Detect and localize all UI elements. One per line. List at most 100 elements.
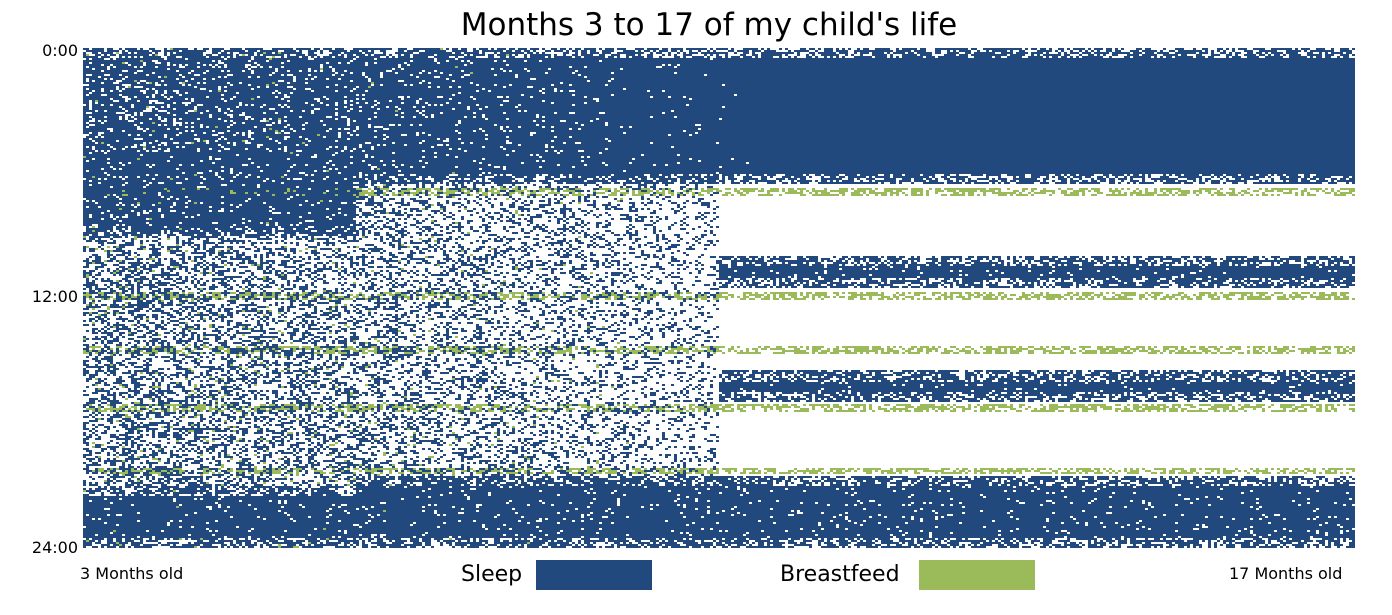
sleep-cell xyxy=(266,446,270,450)
sleep-cell xyxy=(131,310,135,316)
sleep-cell xyxy=(86,416,90,418)
sleep-cell xyxy=(230,174,234,180)
sleep-cell xyxy=(311,424,315,426)
sleep-cell xyxy=(344,354,348,356)
sleep-cell xyxy=(335,338,339,340)
sleep-cell xyxy=(224,422,228,424)
sleep-cell xyxy=(86,436,90,440)
sleep-cell xyxy=(167,474,171,484)
sleep-cell xyxy=(107,176,111,194)
sleep-cell xyxy=(194,48,198,74)
sleep-cell xyxy=(167,342,171,352)
sleep-cell xyxy=(149,248,153,250)
sleep-cell xyxy=(119,54,123,74)
sleep-cell xyxy=(356,464,360,466)
sleep-cell xyxy=(104,460,108,464)
sleep-cell xyxy=(275,114,279,130)
sleep-cell xyxy=(257,266,261,270)
sleep-cell xyxy=(341,204,345,226)
sleep-cell xyxy=(266,236,270,240)
sleep-cell xyxy=(107,352,111,354)
sleep-cell xyxy=(128,262,132,264)
breastfeed-cell xyxy=(83,490,87,492)
sleep-cell xyxy=(269,270,273,274)
breastfeed-cell xyxy=(194,416,198,418)
sleep-cell xyxy=(161,302,165,308)
sleep-cell xyxy=(248,248,252,250)
breastfeed-cell xyxy=(332,324,336,326)
sleep-cell xyxy=(89,398,93,404)
breastfeed-cell xyxy=(356,404,360,410)
sleep-cell xyxy=(350,544,354,546)
sleep-cell xyxy=(248,336,252,338)
sleep-cell xyxy=(89,270,93,276)
sleep-cell xyxy=(254,440,258,448)
sleep-cell xyxy=(314,54,318,56)
sleep-cell xyxy=(149,120,153,134)
breastfeed-cell xyxy=(116,246,120,248)
sleep-cell xyxy=(263,122,267,128)
breastfeed-cell xyxy=(92,408,96,412)
sleep-cell xyxy=(203,386,207,388)
sleep-cell xyxy=(302,296,306,298)
sleep-cell xyxy=(266,292,270,296)
sleep-cell xyxy=(188,432,192,434)
sleep-cell xyxy=(122,312,126,314)
sleep-cell xyxy=(119,316,123,320)
sleep-cell xyxy=(218,366,222,370)
sleep-cell xyxy=(218,242,222,244)
sleep-cell xyxy=(146,332,150,334)
sleep-cell xyxy=(227,486,231,488)
sleep-cell xyxy=(206,410,210,412)
sleep-cell xyxy=(95,542,99,544)
sleep-cell xyxy=(146,258,150,260)
sleep-cell xyxy=(200,162,204,172)
sleep-cell xyxy=(86,96,90,112)
sleep-cell xyxy=(146,460,150,464)
sleep-cell xyxy=(350,226,354,236)
sleep-cell xyxy=(191,242,195,244)
sleep-cell xyxy=(263,438,267,440)
sleep-cell xyxy=(194,264,198,272)
sleep-cell xyxy=(218,252,222,256)
breastfeed-cell xyxy=(131,410,135,412)
sleep-cell xyxy=(224,382,228,384)
sleep-cell xyxy=(236,156,240,174)
sleep-cell xyxy=(125,112,129,114)
sleep-cell xyxy=(116,84,120,86)
sleep-cell xyxy=(155,274,159,276)
sleep-cell xyxy=(131,332,135,336)
sleep-cell xyxy=(215,244,219,248)
sleep-cell xyxy=(185,334,189,336)
sleep-cell xyxy=(239,474,243,476)
sleep-cell xyxy=(359,196,363,200)
sleep-cell xyxy=(140,408,144,410)
sleep-cell xyxy=(320,434,324,436)
breastfeed-cell xyxy=(278,330,282,332)
sleep-cell xyxy=(233,416,237,420)
breastfeed-cell xyxy=(311,410,315,412)
sleep-cell xyxy=(272,210,276,212)
breastfeed-cell xyxy=(239,356,243,358)
sleep-cell xyxy=(191,332,195,340)
sleep-cell xyxy=(323,238,327,240)
sleep-cell xyxy=(83,494,87,526)
sleep-cell xyxy=(356,100,360,102)
breastfeed-cell xyxy=(290,294,294,296)
sleep-cell xyxy=(119,324,123,326)
sleep-cell xyxy=(131,118,135,120)
sleep-cell xyxy=(140,156,144,238)
sleep-cell xyxy=(290,402,294,404)
sleep-cell xyxy=(296,340,300,342)
sleep-cell xyxy=(278,134,282,142)
sleep-cell xyxy=(173,246,177,248)
sleep-cell xyxy=(335,116,339,118)
sleep-cell xyxy=(311,206,315,220)
sleep-cell xyxy=(263,444,267,448)
sleep-cell xyxy=(278,420,282,422)
sleep-cell xyxy=(143,302,147,308)
breastfeed-cell xyxy=(122,460,126,462)
sleep-cell xyxy=(188,542,192,548)
sleep-cell xyxy=(224,252,228,254)
sleep-cell xyxy=(116,142,120,196)
